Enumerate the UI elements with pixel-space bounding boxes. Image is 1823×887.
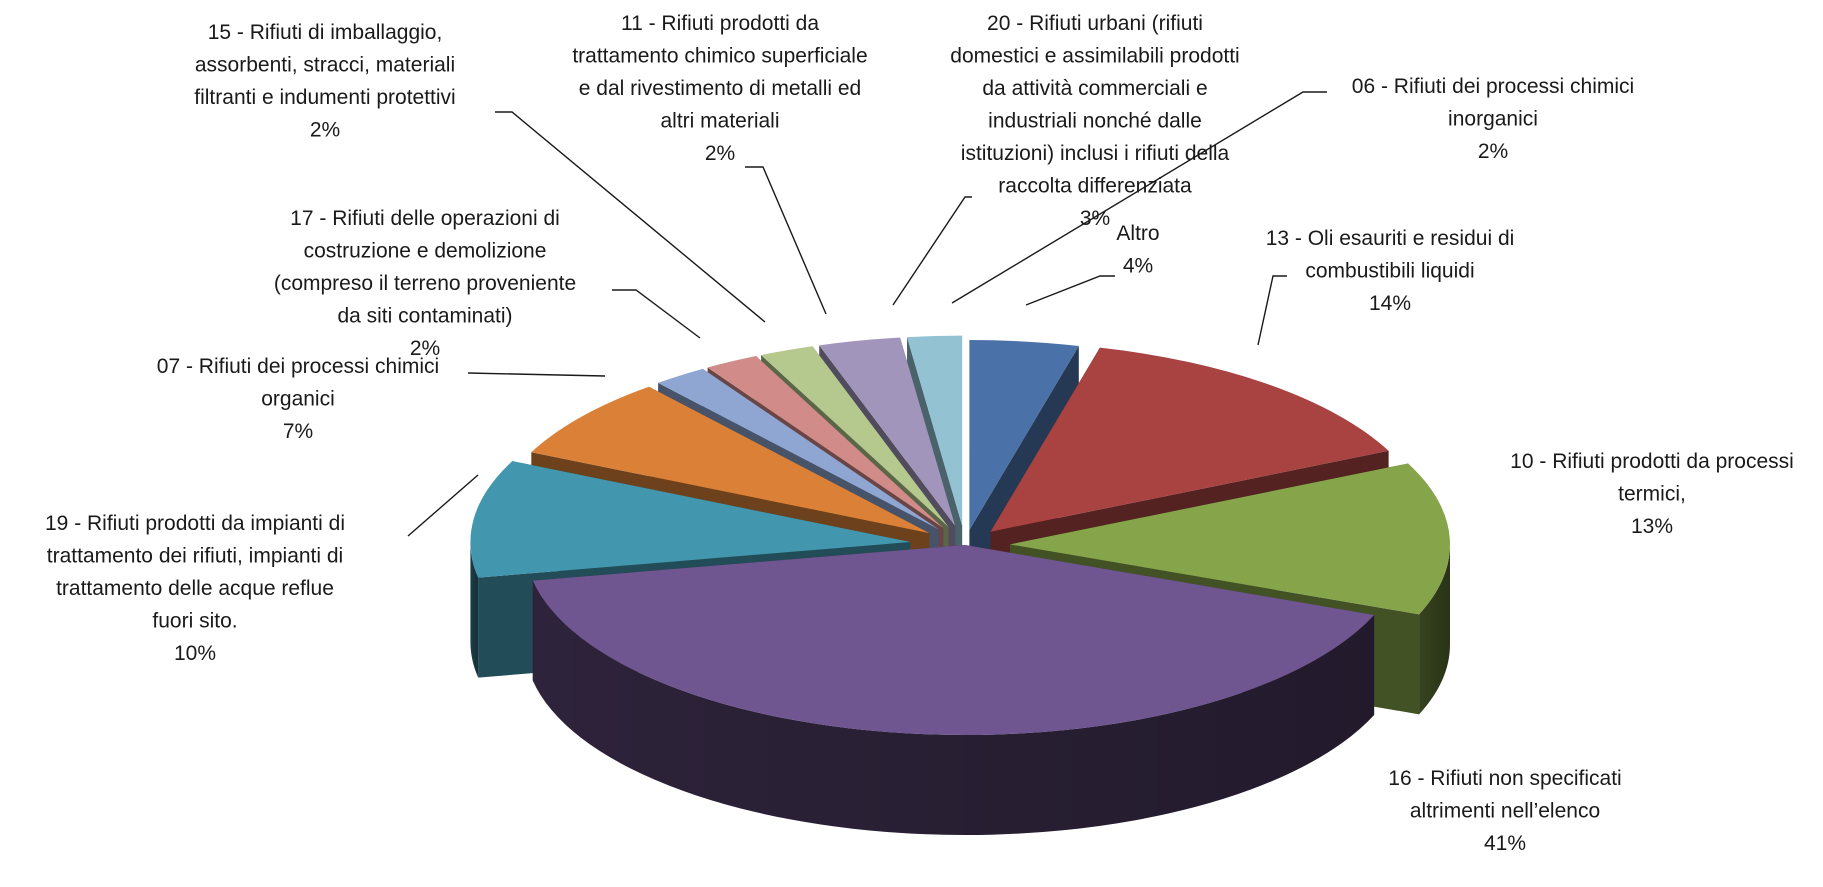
slice-label-line: combustibili liquidi [1305,260,1474,283]
slice-label-line: inorganici [1448,108,1538,131]
slice-percent-label: 3% [1080,207,1110,230]
slice-label-line: da attività commerciali e [982,77,1207,100]
pie-slice-1 [969,340,1079,531]
slice-label-10: 20 - Rifiuti urbani (rifiuti domestici e … [950,12,1239,230]
slice-label-line: (compreso il terreno proveniente [274,272,576,295]
pie-slice-6 [531,386,930,534]
pie-slice-5 [470,461,911,578]
slice-percent-label: 4% [1123,255,1153,278]
slice-label-line: trattamento chimico superficiale [572,45,867,68]
leader-line [467,372,606,377]
pie-slice-2 [990,347,1389,532]
slice-label-line: filtranti e indumenti protettivi [194,86,455,109]
slice-label-line: industriali nonché dalle [988,110,1202,133]
slice-label-line: domestici e assimilabili prodotti [950,45,1239,68]
slice-label-11: 06 - Rifiuti dei processi chimici inorgan… [1352,75,1634,163]
pie-slice-side-shade [1419,544,1450,715]
slice-label-4: 16 - Rifiuti non specificati altrimenti n… [1388,767,1621,855]
slice-percent-label: 2% [310,119,340,142]
pie-slice-3 [1009,463,1450,615]
slice-percent-label: 7% [283,420,313,443]
leader-line [612,289,701,339]
slice-label-8: 15 - Rifiuti di imballaggio, assorbenti, … [194,21,455,142]
pie-slice-side-shade [532,580,1375,836]
slice-percent-label: 41% [1484,832,1526,855]
slice-label-3: 10 - Rifiuti prodotti da processi termici… [1510,450,1794,538]
leader-line [495,111,766,323]
slice-label-line: 19 - Rifiuti prodotti da impianti di [45,512,345,535]
slice-percent-label: 2% [1478,140,1508,163]
pie-slice-10 [819,337,956,527]
slice-label-line: 11 - Rifiuti prodotti da [621,12,819,35]
slice-label-line: trattamento dei rifiuti, impianti di [47,545,343,568]
slice-label-1: Altro 4% [1116,222,1159,278]
leader-line [745,166,827,315]
slice-label-line: 17 - Rifiuti delle operazioni di [290,207,560,230]
pie-slice-4 [532,545,1375,736]
slice-label-line: 15 - Rifiuti di imballaggio, [208,21,443,44]
pie-slice-8 [707,356,944,528]
slice-label-line: 10 - Rifiuti prodotti da processi [1510,450,1794,473]
slice-percent-label: 10% [174,642,216,665]
slice-label-9: 11 - Rifiuti prodotti da trattamento chim… [572,12,867,165]
slice-label-line: istituzioni) inclusi i rifiuti della [961,142,1230,165]
slice-label-line: 16 - Rifiuti non specificati [1388,767,1621,790]
slice-label-line: organici [261,388,335,411]
leader-line [1025,275,1115,306]
pie-slice-side-shade [470,542,479,678]
slice-label-line: costruzione e demolizione [304,240,547,263]
slice-label-line: Altro [1116,222,1159,245]
slice-label-line: termici, [1618,483,1686,506]
slice-label-line: 06 - Rifiuti dei processi chimici [1352,75,1634,98]
slice-labels: Altro 4% 13 - Oli esauriti e residui di com… [45,12,1794,855]
slice-percent-label: 14% [1369,292,1411,315]
leader-line [1257,275,1287,346]
pie-tops [470,335,1450,736]
slice-label-line: altrimenti nell’elenco [1410,800,1600,823]
leader-line [407,474,479,537]
pie-slice-11 [907,335,963,526]
slice-percent-label: 2% [705,142,735,165]
slice-label-2: 13 - Oli esauriti e residui di combustibi… [1266,227,1515,315]
slice-label-line: e dal rivestimento di metalli ed [579,77,861,100]
slice-label-5: 19 - Rifiuti prodotti da impianti di trat… [45,512,345,665]
leader-lines [407,91,1327,537]
slice-label-7: 17 - Rifiuti delle operazioni di costruzi… [274,207,576,360]
slice-percent-label: 2% [410,337,440,360]
pie-slice-9 [761,346,949,527]
slice-label-line: 20 - Rifiuti urbani (rifiuti [987,12,1203,35]
slice-percent-label: 13% [1631,515,1673,538]
slice-label-line: 13 - Oli esauriti e residui di [1266,227,1515,250]
slice-label-line: assorbenti, stracci, materiali [195,54,455,77]
slice-label-line: 07 - Rifiuti dei processi chimici [157,355,439,378]
slice-label-line: fuori sito. [152,610,237,633]
slice-label-6: 07 - Rifiuti dei processi chimici organic… [157,355,439,443]
leader-line [892,196,972,306]
slice-label-line: altri materiali [660,110,779,133]
slice-label-line: raccolta differenziata [998,175,1192,198]
pie-slice-7 [658,368,939,530]
slice-label-line: trattamento delle acque reflue [56,577,334,600]
slice-label-line: da siti contaminati) [337,305,512,328]
leader-line [951,91,1327,304]
